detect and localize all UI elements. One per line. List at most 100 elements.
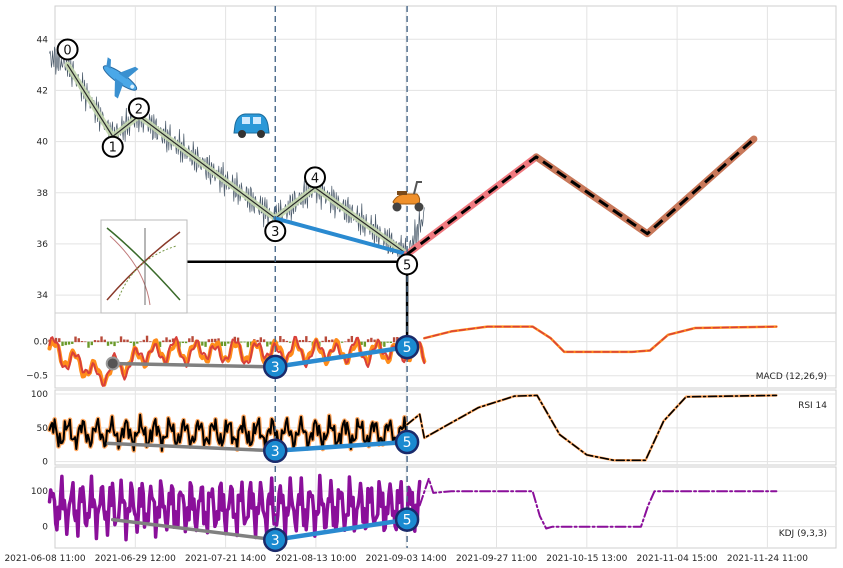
macd-histogram-bar — [285, 340, 289, 343]
macd-histogram-bar — [80, 341, 84, 343]
macd-histogram-bar — [100, 336, 103, 343]
macd-histogram-bar — [256, 339, 259, 343]
macd-histogram-bar — [386, 341, 389, 343]
macd-histogram-bar — [308, 341, 311, 343]
y-tick-label: 38 — [37, 189, 49, 199]
macd-histogram-bar — [340, 341, 344, 343]
x-tick-label: 2021-11-24 11:00 — [727, 554, 808, 564]
macd-histogram-bar — [262, 339, 266, 343]
kdj-marker-circle — [263, 527, 288, 553]
trend-line — [273, 216, 410, 257]
macd-histogram-bar — [162, 340, 165, 343]
rsi-marker-circle — [263, 438, 288, 464]
wave-label-0: 0 — [63, 43, 71, 58]
macd-histogram-bar — [279, 336, 282, 343]
y-tick-label: 40 — [37, 138, 49, 148]
wave-label-circle — [101, 135, 124, 158]
macd-histogram-bar — [93, 340, 97, 343]
price-series — [49, 46, 425, 267]
macd-histogram-bar — [347, 338, 350, 343]
macd-histogram-bar — [77, 338, 80, 343]
macd-marker-circle — [394, 334, 420, 360]
macd-histogram-bar — [119, 336, 123, 343]
x-tick-label: 2021-11-04 15:00 — [637, 554, 718, 564]
macd-histogram-bar — [383, 341, 386, 347]
kdj-divergence-grey — [110, 517, 278, 542]
macd-label: MACD (12,26,9) — [756, 372, 827, 382]
macd-histogram-bar — [223, 341, 227, 346]
macd-divergence-blue — [273, 344, 410, 370]
y-tick-label: 50 — [37, 424, 49, 434]
x-tick-label: 2021-06-08 11:00 — [4, 554, 85, 564]
y-tick-label: 44 — [37, 35, 49, 45]
macd-histogram-bar — [269, 341, 272, 345]
macd-histogram-bar — [64, 341, 67, 346]
macd-histogram-bar — [240, 341, 243, 343]
y-tick-label: −0.5 — [26, 372, 48, 382]
macd-histogram-bar — [67, 341, 71, 345]
macd-histogram-bar — [142, 339, 145, 343]
macd-histogram-bar — [217, 338, 220, 343]
macd-histogram-bar — [188, 338, 191, 343]
macd-histogram-bar — [204, 341, 207, 347]
wave-label-5: 5 — [403, 258, 411, 273]
macd-histogram-bar — [168, 339, 171, 343]
macd-histogram-bar — [116, 341, 119, 343]
macd-histogram-bar — [396, 337, 399, 343]
macd-histogram-bar — [103, 339, 106, 343]
wave-label-3: 3 — [271, 225, 279, 240]
y-tick-label: 100 — [31, 390, 48, 400]
macd-histogram-bar — [106, 341, 110, 346]
macd-histogram-bar — [87, 341, 90, 348]
macd-histogram-bar — [392, 337, 396, 343]
x-tick-label: 2021-06-29 12:00 — [95, 554, 176, 564]
macd-histogram-bar — [61, 341, 64, 346]
rsi-label: RSI 14 — [798, 401, 827, 411]
airplane-icon — [102, 57, 139, 99]
macd-histogram-bar — [288, 341, 292, 343]
wave-line — [66, 64, 408, 255]
kdj-divergence-blue — [273, 517, 410, 543]
macd-histogram-bar — [123, 339, 126, 343]
y-tick-label: 34 — [37, 291, 49, 301]
macd-histogram-bar — [207, 339, 211, 343]
macd-marker-circle — [263, 354, 288, 380]
macd-histogram-bar — [158, 341, 162, 348]
rsi-line — [48, 413, 409, 452]
wave-label-circle — [264, 220, 287, 243]
tick-labels: 2021-06-08 11:00 2021-06-29 12:00 2021-07-… — [4, 35, 808, 564]
macd-histogram-bar — [236, 337, 240, 343]
macd-histogram-bar — [246, 341, 250, 348]
macd-histogram-bar — [132, 341, 136, 349]
macd-histogram-bar — [389, 341, 393, 343]
macd-histogram-bar — [214, 338, 217, 343]
wave-label-circle — [56, 38, 79, 61]
macd-histogram-bar — [210, 338, 214, 343]
kdj-marker-5: 5 — [403, 513, 412, 529]
macd-histogram-bar — [321, 340, 324, 343]
macd-histogram-bar — [301, 339, 305, 343]
macd-histogram-bar — [327, 339, 331, 343]
kdj-marker-3: 3 — [271, 533, 280, 549]
macd-histogram-bar — [84, 341, 87, 343]
rsi-divergence-grey — [106, 441, 278, 453]
macd-histogram-bar — [110, 341, 113, 345]
rsi-projection-dashed — [406, 394, 778, 462]
macd-histogram-bar — [373, 339, 376, 343]
wave-label-circle — [396, 253, 419, 276]
series-lines — [47, 6, 778, 548]
macd-histogram-bar — [181, 341, 184, 344]
macd-histogram-bar — [191, 336, 194, 343]
macd-histogram-bar — [298, 340, 302, 343]
macd-histogram-bar — [171, 338, 175, 343]
macd-histogram-bar — [139, 341, 142, 343]
y-tick-label: 0.0 — [34, 338, 49, 348]
macd-histogram-bar — [324, 336, 328, 343]
y-tick-label: 0 — [42, 523, 48, 533]
macd-histogram-bar — [350, 335, 354, 343]
macd-histogram-bar — [282, 339, 285, 343]
projection-dashed — [406, 137, 755, 256]
macd-histogram-bar — [305, 336, 308, 343]
grid-lines — [55, 6, 836, 548]
macd-histogram-bar — [71, 341, 74, 344]
